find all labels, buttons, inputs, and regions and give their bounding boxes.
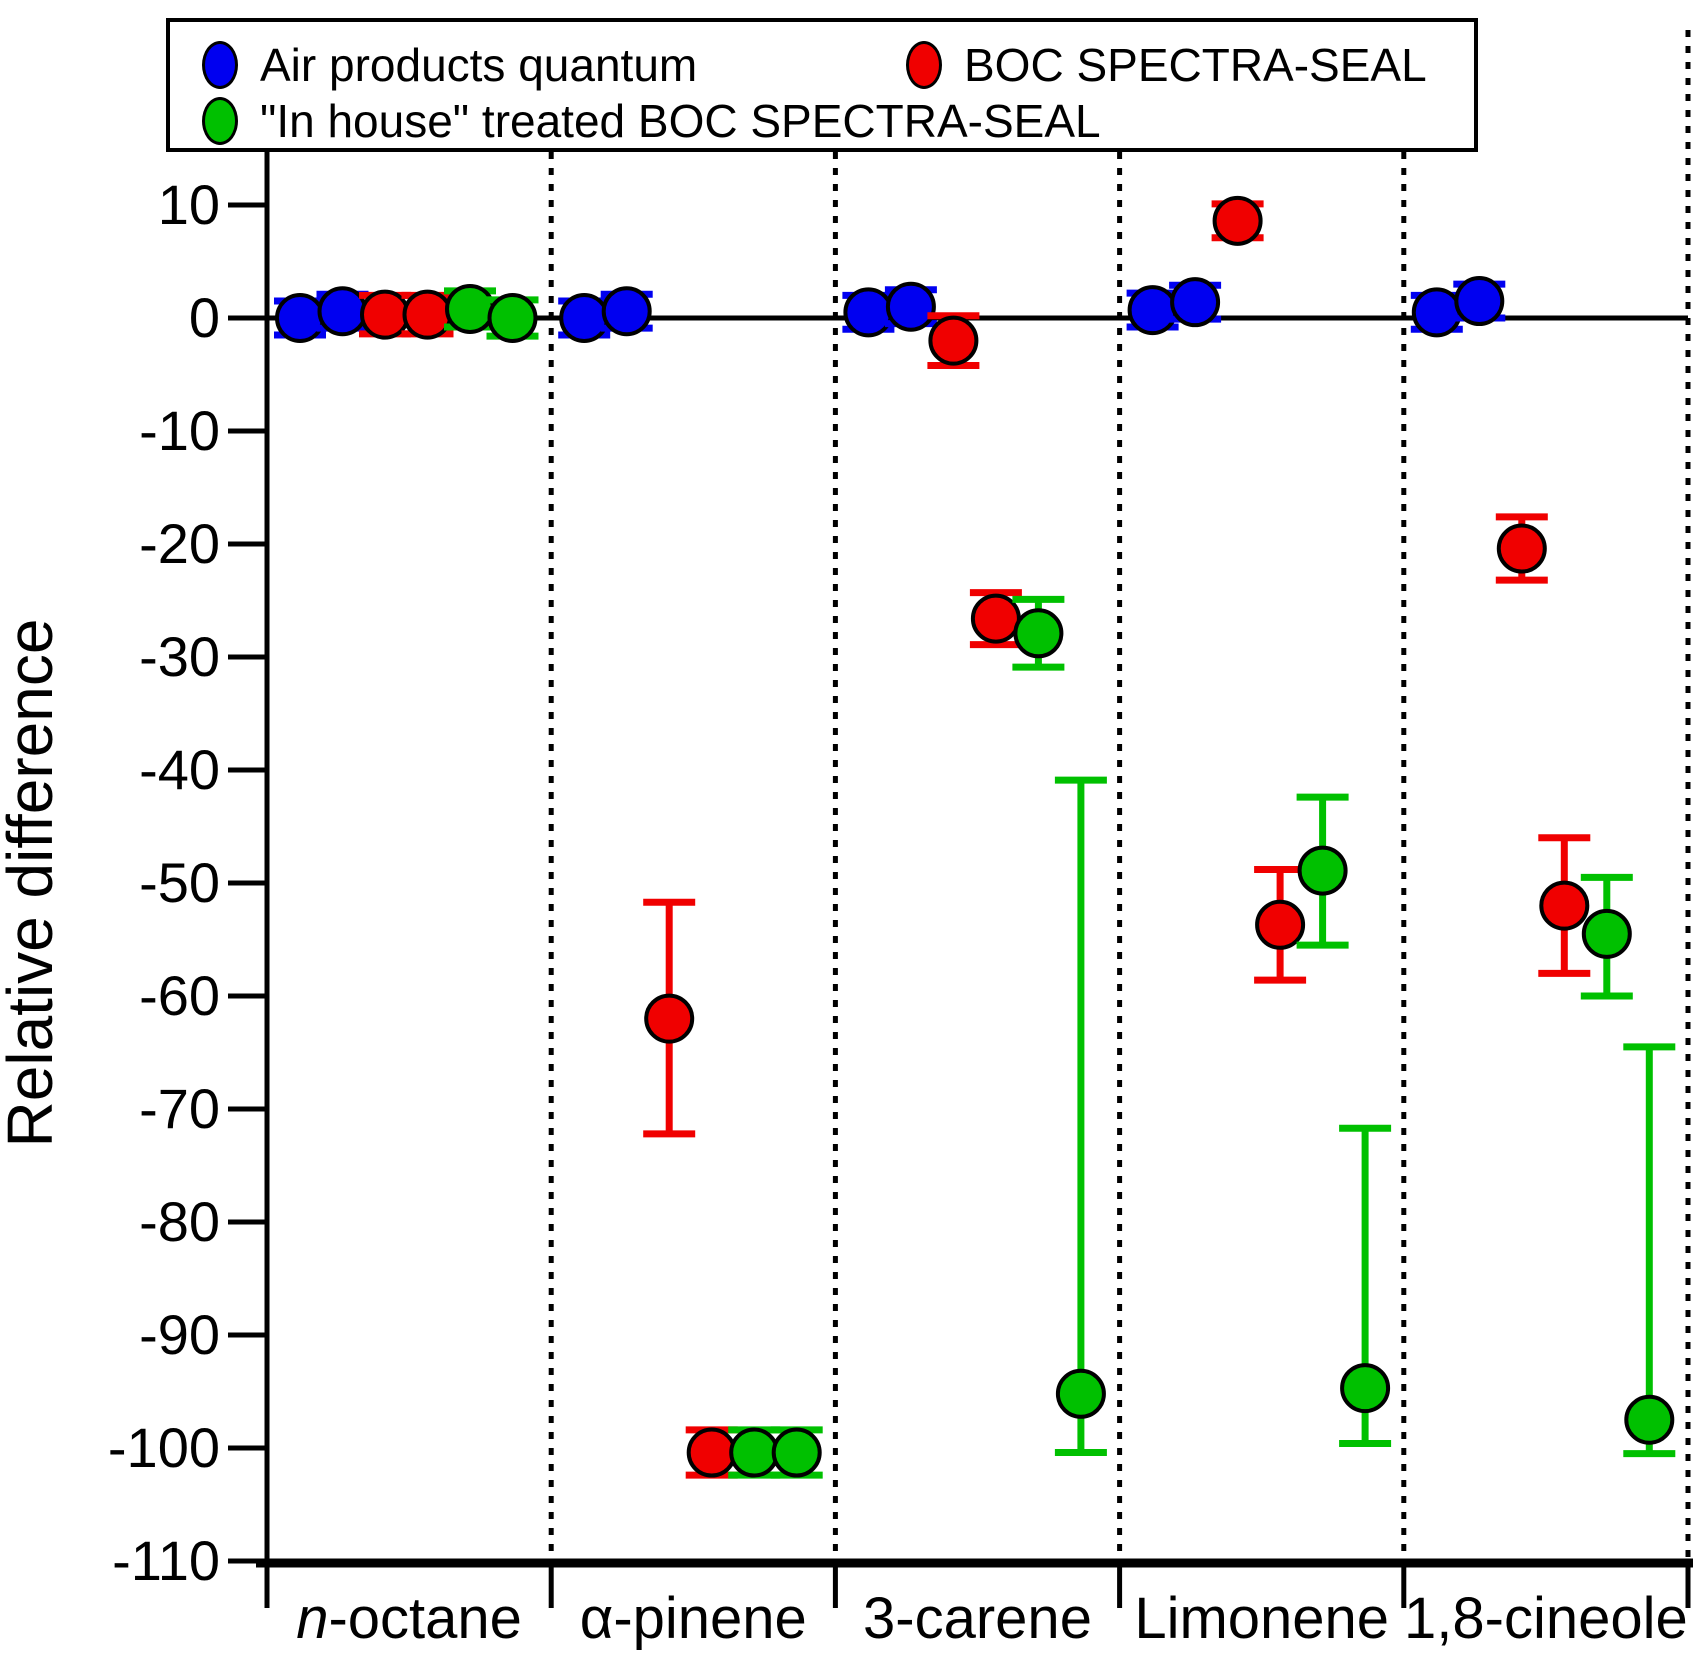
data-point-boc-spectra-seal xyxy=(928,315,979,366)
y-tick-label: -40 xyxy=(139,738,220,801)
x-category-label: Limonene xyxy=(1134,1586,1389,1651)
y-tick-label: 0 xyxy=(189,286,220,349)
legend-entry-in-house-treated: "In house" treated BOC SPECTRA-SEAL xyxy=(202,94,1101,148)
data-point-boc-spectra-seal xyxy=(644,993,695,1044)
data-point-in-house-treated-boc-spectra-seal xyxy=(1013,608,1064,659)
y-tick-label: -20 xyxy=(139,512,220,575)
legend-box: Air products quantum BOC SPECTRA-SEAL "I… xyxy=(166,18,1478,152)
x-category-label: 3-carene xyxy=(863,1586,1092,1651)
y-tick-label: -90 xyxy=(139,1303,220,1366)
y-tick-label: -10 xyxy=(139,399,220,462)
x-category-label: α-pinene xyxy=(580,1586,807,1651)
legend-label: Air products quantum xyxy=(260,39,698,91)
data-point-air-products-quantum xyxy=(601,286,652,337)
data-point-in-house-treated-boc-spectra-seal xyxy=(1624,1394,1675,1445)
legend-label: BOC SPECTRA-SEAL xyxy=(964,39,1427,91)
y-tick-label: -70 xyxy=(139,1077,220,1140)
x-category-label: n-octane xyxy=(296,1586,522,1651)
y-tick-label: 10 xyxy=(158,173,220,236)
data-point-in-house-treated-boc-spectra-seal xyxy=(445,283,495,334)
data-point-air-products-quantum xyxy=(1411,287,1462,338)
data-point-boc-spectra-seal xyxy=(1496,523,1547,574)
data-point-air-products-quantum xyxy=(559,293,610,343)
data-point-in-house-treated-boc-spectra-seal xyxy=(729,1427,780,1478)
data-point-boc-spectra-seal xyxy=(686,1427,737,1478)
data-point-boc-spectra-seal xyxy=(1212,195,1263,246)
legend-entry-boc-spectra-seal: BOC SPECTRA-SEAL xyxy=(906,38,1427,92)
legend-marker-green-icon xyxy=(202,97,238,145)
y-tick-label: -60 xyxy=(139,964,220,1027)
data-point-air-products-quantum xyxy=(1127,285,1178,336)
y-tick-label: -110 xyxy=(112,1529,220,1592)
data-point-in-house-treated-boc-spectra-seal xyxy=(1581,908,1632,959)
data-point-boc-spectra-seal xyxy=(360,289,410,340)
data-point-boc-spectra-seal xyxy=(970,593,1021,644)
y-tick-label: -30 xyxy=(139,625,220,688)
data-point-in-house-treated-boc-spectra-seal xyxy=(771,1427,822,1478)
y-axis-title: Relative difference xyxy=(0,619,66,1148)
y-tick-label: -80 xyxy=(139,1190,220,1253)
x-category-label: 1,8-cineole xyxy=(1404,1586,1688,1651)
data-point-air-products-quantum xyxy=(317,286,368,337)
data-point-in-house-treated-boc-spectra-seal xyxy=(1340,1363,1391,1414)
legend-label: "In house" treated BOC SPECTRA-SEAL xyxy=(260,95,1101,147)
data-point-in-house-treated-boc-spectra-seal xyxy=(1297,845,1348,896)
data-point-in-house-treated-boc-spectra-seal xyxy=(487,293,538,343)
y-tick-label: -100 xyxy=(108,1416,220,1479)
data-point-air-products-quantum xyxy=(885,281,936,332)
data-point-air-products-quantum xyxy=(275,293,325,343)
data-point-air-products-quantum xyxy=(1454,276,1505,327)
data-point-air-products-quantum xyxy=(843,287,894,338)
data-point-boc-spectra-seal xyxy=(402,289,453,340)
legend-marker-blue-icon xyxy=(202,41,238,89)
y-tick-label: -50 xyxy=(139,851,220,914)
legend-entry-air-products-quantum: Air products quantum xyxy=(202,38,697,92)
data-point-in-house-treated-boc-spectra-seal xyxy=(1055,1368,1106,1419)
data-point-boc-spectra-seal xyxy=(1539,880,1590,931)
data-point-air-products-quantum xyxy=(1170,277,1221,328)
legend-marker-red-icon xyxy=(906,41,942,89)
data-point-boc-spectra-seal xyxy=(1255,899,1306,950)
